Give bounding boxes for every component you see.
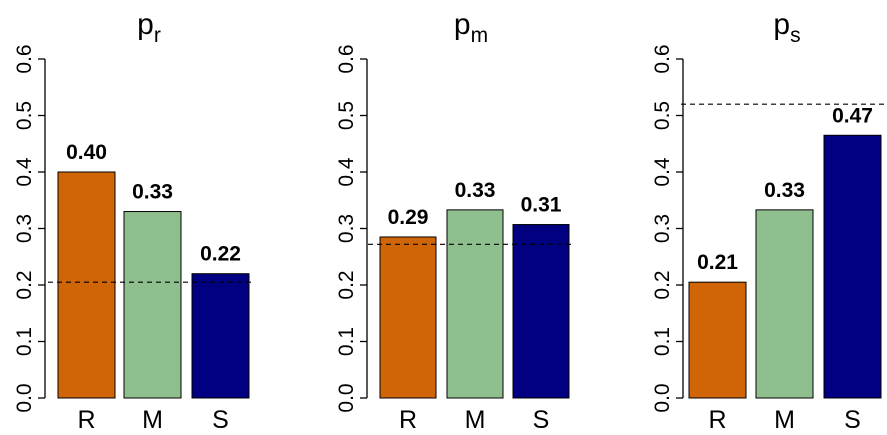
y-tick-label: 0.5 xyxy=(651,101,674,130)
panel-ps: ps 0.0 0.1 0.2 0.3 0.4 0.5 0.6 0.21 0.33 0.47 R M S xyxy=(651,8,886,434)
x-tick-label: M xyxy=(774,406,795,434)
y-tick-label: 0.0 xyxy=(651,383,674,412)
x-tick-label: R xyxy=(708,406,726,434)
y-tick-label: 0.3 xyxy=(13,214,36,243)
x-tick-label: S xyxy=(212,406,229,434)
y-tick-label: 0.0 xyxy=(335,383,358,412)
y-tick-label: 0.4 xyxy=(13,157,36,187)
data-label: 0.33 xyxy=(764,179,805,202)
x-tick-label: R xyxy=(77,406,95,434)
data-label: 0.29 xyxy=(388,206,429,229)
data-label: 0.33 xyxy=(455,179,496,202)
data-label: 0.33 xyxy=(132,181,173,204)
x-tick-label: M xyxy=(142,406,163,434)
data-label: 0.31 xyxy=(521,194,562,217)
y-tick-label: 0.1 xyxy=(335,327,358,356)
y-tick-label: 0.5 xyxy=(335,101,358,130)
y-tick-label: 0.6 xyxy=(13,44,36,73)
y-tick-label: 0.6 xyxy=(651,44,674,73)
panel-title-subscript: m xyxy=(471,24,489,47)
bar xyxy=(191,273,250,399)
y-tick-label: 0.1 xyxy=(13,327,36,356)
data-label: 0.21 xyxy=(697,251,738,274)
y-tick-label: 0.2 xyxy=(651,270,674,299)
x-tick-label: S xyxy=(533,406,550,434)
y-tick-label: 0.3 xyxy=(651,214,674,243)
y-tick-label: 0.2 xyxy=(335,270,358,299)
panel-title: pr xyxy=(137,8,161,47)
bar xyxy=(123,211,182,399)
bar xyxy=(379,236,437,399)
panel-title-subscript: s xyxy=(790,24,801,47)
y-tick-label: 0.5 xyxy=(13,101,36,130)
panel-pm: pm 0.0 0.1 0.2 0.3 0.4 0.5 0.6 0.29 0.33 0.31 R M S xyxy=(335,8,572,434)
panel-title: ps xyxy=(773,8,800,47)
bar xyxy=(57,171,116,399)
y-tick-label: 0.4 xyxy=(335,157,358,187)
y-tick-label: 0.1 xyxy=(651,327,674,356)
y-tick-label: 0.0 xyxy=(13,383,36,412)
y-tick-label: 0.6 xyxy=(335,44,358,73)
y-tick-label: 0.3 xyxy=(335,214,358,243)
x-tick-label: S xyxy=(844,406,861,434)
y-tick-label: 0.4 xyxy=(651,157,674,187)
panel-title-subscript: r xyxy=(154,24,161,47)
data-label: 0.22 xyxy=(200,243,241,266)
data-label: 0.47 xyxy=(832,104,873,127)
bar xyxy=(755,209,814,399)
x-tick-label: M xyxy=(465,406,486,434)
bar xyxy=(823,134,882,399)
panel-title: pm xyxy=(454,8,488,47)
bar xyxy=(688,281,747,399)
bar xyxy=(446,209,504,399)
y-tick-label: 0.2 xyxy=(13,270,36,299)
data-label: 0.40 xyxy=(66,141,107,164)
panel-pr: pr 0.0 0.1 0.2 0.3 0.4 0.5 0.6 0.40 0.33 0.22 R M S xyxy=(13,8,255,434)
bar xyxy=(512,224,570,399)
x-tick-label: R xyxy=(399,406,417,434)
